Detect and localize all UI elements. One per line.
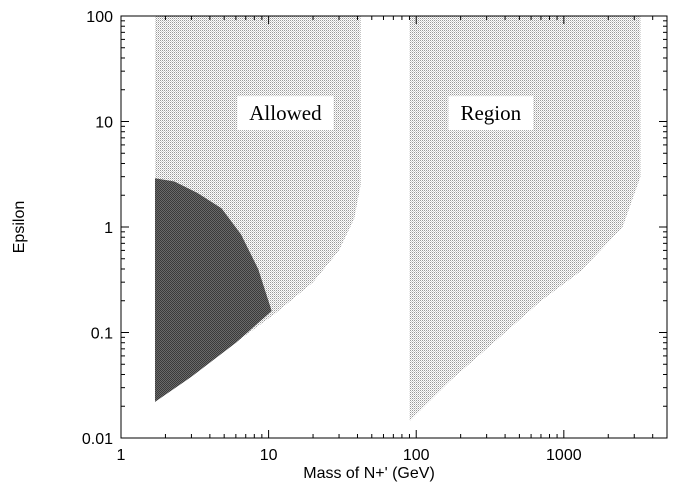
x-axis: 1 10 100 1000 — [117, 16, 668, 464]
region-annotations: Allowed Region — [237, 96, 534, 131]
x-tick-label: 1000 — [546, 447, 582, 464]
allowed-regions — [155, 16, 641, 421]
x-tick-label: 10 — [260, 447, 278, 464]
x-tick-label: 100 — [403, 447, 430, 464]
annotation-label: Region — [460, 101, 521, 125]
y-axis: 0.01 0.1 1 10 100 — [82, 9, 667, 448]
annotation-0: Allowed — [237, 96, 334, 131]
annotation-box — [237, 96, 334, 131]
dark-region-2 — [155, 178, 272, 402]
y-tick-label: 1 — [104, 220, 113, 237]
annotation-1: Region — [448, 96, 534, 131]
y-tick-label: 0.01 — [82, 431, 113, 448]
x-tick-label: 1 — [117, 447, 126, 464]
annotation-label: Allowed — [249, 101, 322, 125]
annotation-box — [448, 96, 534, 131]
y-tick-label: 100 — [86, 9, 113, 26]
light-region-1 — [409, 16, 641, 421]
y-axis-title: Epsilon — [11, 201, 28, 253]
y-tick-label: 0.1 — [91, 326, 113, 343]
y-tick-label: 10 — [95, 115, 113, 132]
x-axis-title: Mass of N+' (GeV) — [303, 465, 435, 482]
